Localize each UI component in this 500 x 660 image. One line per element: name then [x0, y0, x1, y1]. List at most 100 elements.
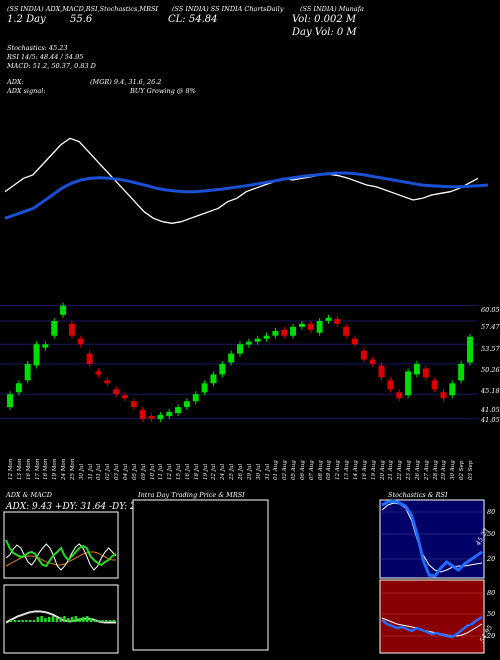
candle	[237, 344, 243, 354]
rsi-line	[381, 615, 483, 639]
macd-histogram-bar	[48, 617, 51, 622]
candle	[166, 411, 173, 417]
candle	[396, 392, 403, 399]
candle	[422, 368, 429, 378]
ticker-header: (SS INDIA) ADX,MACD,RSI,Stochastics,MRSI	[7, 5, 158, 13]
candle	[7, 394, 13, 408]
macd-label: MACD: 51.2, 50.37, 0.83 D	[7, 62, 96, 70]
macd-histogram-bar	[63, 616, 66, 622]
candle	[298, 323, 305, 327]
adx-values: (MGR) 9.4, 31.6, 26.2	[90, 78, 162, 86]
candle	[42, 344, 49, 348]
macd-histogram-bar	[21, 620, 24, 622]
candle	[245, 341, 252, 345]
candle	[316, 321, 323, 333]
chart-title: (SS INDIA) SS INDIA ChartsDaily	[172, 5, 284, 13]
candle	[369, 359, 376, 364]
candle	[86, 353, 93, 364]
price-level-label: 57.47	[481, 323, 500, 331]
daily-change-label: 55.6	[70, 14, 93, 25]
stoch-rsi-title: Stochastics & RSI	[388, 491, 448, 499]
candle	[325, 317, 332, 321]
stoch-tick: 80	[487, 508, 496, 516]
candle	[254, 338, 261, 342]
macd-histogram-bar	[13, 620, 17, 622]
intraday-panel-frame	[132, 499, 269, 651]
macd-histogram-bar	[59, 617, 62, 622]
candle	[192, 394, 199, 402]
candle	[405, 371, 412, 396]
candle	[387, 380, 394, 390]
candle	[378, 365, 385, 378]
adx-signal-label: ADX signal:	[7, 87, 46, 95]
price-level-label: 45.18	[481, 387, 500, 395]
candle	[15, 383, 22, 393]
price-line	[4, 137, 479, 224]
candle	[228, 353, 235, 363]
candle	[183, 401, 190, 408]
rsi-tick: 50	[487, 610, 496, 618]
candle	[24, 363, 31, 381]
candle	[104, 380, 111, 384]
moving-average-line	[4, 171, 489, 220]
price-level-label: 60.05	[481, 306, 500, 314]
candle	[130, 401, 137, 408]
munafa-label: (SS INDIA) Munafa	[300, 5, 364, 13]
candle	[449, 383, 456, 396]
stochastics-label: Stochastics: 45.23	[7, 44, 68, 52]
candle	[77, 338, 84, 345]
candle	[139, 410, 146, 419]
candle	[51, 321, 58, 336]
macd-histogram-bar	[89, 618, 93, 622]
candle	[219, 363, 226, 375]
stoch-tick: 50	[487, 530, 496, 538]
candle	[263, 335, 270, 339]
candle	[352, 338, 358, 345]
candle	[201, 383, 208, 393]
macd-histogram-bar	[10, 620, 13, 622]
candle	[440, 392, 447, 399]
macd-histogram-bar	[82, 617, 85, 622]
candle	[60, 305, 67, 315]
candle	[467, 336, 473, 363]
candle	[210, 374, 217, 384]
macd-histogram-bar	[74, 616, 78, 622]
candle	[290, 326, 297, 336]
candle	[272, 330, 279, 336]
macd-histogram-bar	[97, 620, 100, 622]
candle	[458, 363, 465, 381]
candle	[413, 363, 420, 375]
candle	[307, 323, 314, 330]
price-chart	[0, 137, 489, 423]
price-level-label: 41.05	[481, 416, 500, 424]
macd-histogram-bar	[55, 618, 59, 622]
macd-histogram-bar	[32, 620, 36, 622]
close-label: CL: 54.84	[168, 14, 218, 25]
intraday-title: Intra Day Trading Price & MRSI	[138, 491, 245, 499]
stoch-tick: 20	[487, 555, 496, 563]
macd-histogram-bar	[29, 620, 32, 622]
candle	[343, 326, 350, 336]
day-volume-label: Day Vol: 0 M	[292, 27, 357, 38]
macd-histogram-bar	[67, 618, 70, 622]
candle	[360, 350, 367, 360]
candle	[157, 414, 164, 420]
candle	[431, 380, 438, 390]
rsi-panel-frame	[379, 579, 485, 654]
mrsi-line	[381, 617, 483, 637]
candle	[68, 323, 75, 336]
macd-histogram-bar	[70, 617, 74, 622]
candle	[122, 395, 128, 399]
stoch-k-line	[381, 499, 483, 578]
candle	[175, 407, 182, 414]
macd-histogram-bar	[36, 617, 40, 622]
macd-histogram-bar	[93, 620, 97, 622]
macd-histogram-bar	[44, 618, 47, 622]
candle	[95, 371, 102, 375]
candle	[281, 329, 288, 336]
candle	[33, 344, 40, 366]
candle	[334, 319, 341, 324]
adx-values-line: ADX: 9.43 +DY: 31.64 -DY: 26.15	[6, 502, 156, 512]
candle	[113, 389, 120, 395]
